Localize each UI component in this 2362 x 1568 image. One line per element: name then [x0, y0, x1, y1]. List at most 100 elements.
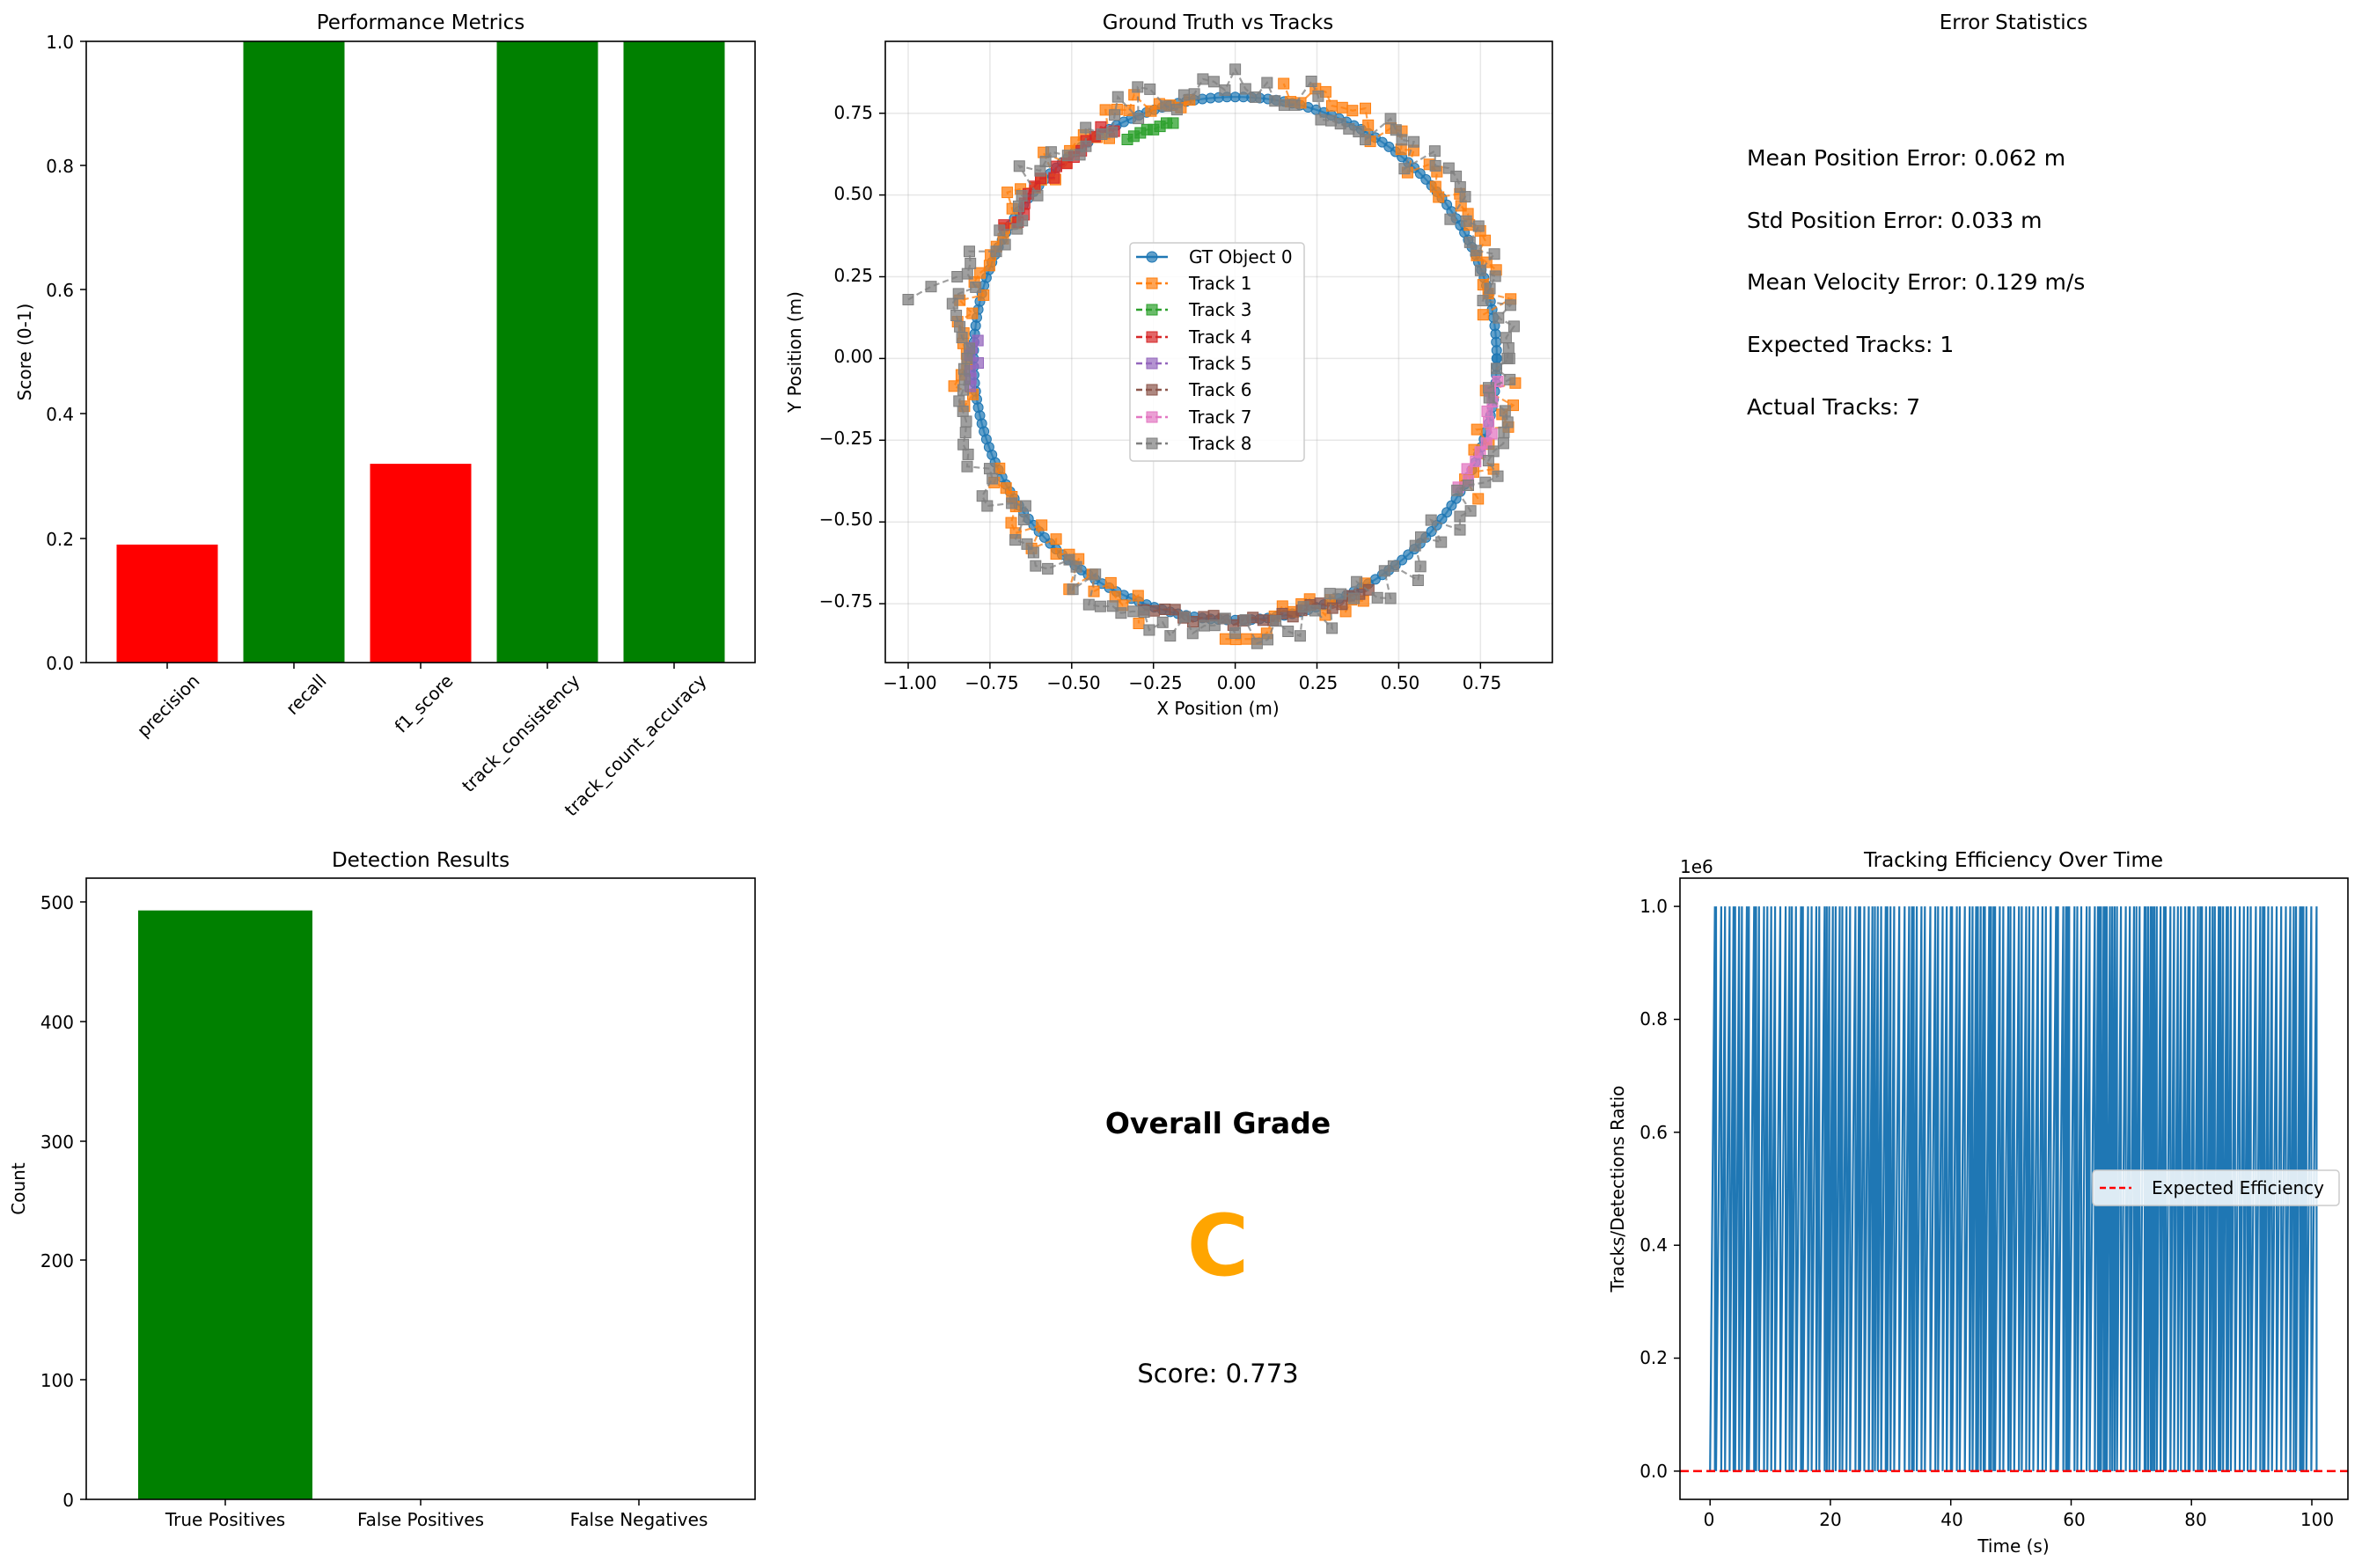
data-point: [951, 271, 964, 282]
data-point: [954, 320, 966, 333]
data-point: [1138, 606, 1150, 618]
data-point: [1326, 99, 1338, 112]
data-point: [987, 473, 999, 485]
data-point: [1483, 382, 1494, 394]
data-point: [1082, 598, 1095, 611]
data-point: [1487, 445, 1500, 458]
data-point: [1488, 248, 1500, 260]
metrics-ylabel: Score (0-1): [14, 304, 35, 401]
data-point: [959, 427, 972, 439]
data-point: [1229, 63, 1242, 76]
data-point: [1429, 159, 1441, 172]
data-point: [1501, 416, 1514, 429]
data-point: [1197, 73, 1209, 85]
detections-ytick-label: 500: [40, 892, 74, 913]
efficiency-ytick-label: 0.6: [1639, 1122, 1668, 1143]
data-point: [1269, 95, 1281, 107]
data-point: [1262, 634, 1273, 646]
data-point: [1461, 463, 1473, 475]
data-point: [1031, 189, 1044, 201]
legend-label: Track 3: [1188, 299, 1251, 320]
data-point: [1148, 604, 1160, 617]
detections-xtick-label: False Positives: [357, 1509, 484, 1530]
tracks-xtick-label: 0.00: [1217, 672, 1257, 693]
data-point: [1444, 213, 1456, 225]
metrics-bar: [116, 544, 218, 663]
tracks-axes-frame: [884, 40, 1553, 663]
error-stat-line: Mean Velocity Error: 0.129 m/s: [1747, 269, 2085, 295]
data-point: [1096, 128, 1108, 140]
data-point: [1483, 416, 1495, 429]
data-point: [957, 405, 969, 417]
data-point: [925, 281, 937, 293]
data-point: [1208, 619, 1221, 632]
efficiency-legend: Expected Efficiency: [2092, 1169, 2340, 1206]
error-stat-line: Expected Tracks: 1: [1747, 332, 1954, 357]
tracks-title: Ground Truth vs Tracks: [1103, 11, 1334, 34]
detections-ytick-label: 300: [40, 1132, 74, 1153]
metrics-ytick-label: 0.6: [46, 280, 74, 301]
data-point: [1485, 428, 1498, 440]
efficiency-series-line: [1709, 906, 2318, 1472]
data-point: [1179, 611, 1192, 623]
data-point: [1335, 588, 1347, 600]
series-track-8: [902, 63, 1520, 649]
data-point: [1094, 600, 1106, 612]
efficiency-offset-label: 1e6: [1680, 856, 1713, 877]
data-point: [1498, 426, 1510, 438]
data-point: [1207, 76, 1220, 88]
data-point: [961, 352, 973, 364]
data-point: [1144, 83, 1156, 95]
data-point: [1360, 102, 1371, 114]
metrics-ytick-label: 0.2: [46, 529, 74, 550]
efficiency-xtick-labels: 0 20 40 60 80 100: [1704, 1509, 2334, 1530]
metrics-ytick-label: 0.4: [46, 404, 74, 425]
efficiency-legend-frame: [2092, 1169, 2340, 1206]
efficiency-series: [1680, 906, 2348, 1473]
data-point: [1500, 332, 1512, 344]
data-point: [1471, 423, 1483, 436]
data-point: [958, 373, 971, 385]
efficiency-xtick-label: 60: [2063, 1509, 2085, 1530]
data-point: [1207, 610, 1220, 622]
data-point: [1451, 484, 1463, 496]
efficiency-xlabel: Time (s): [1977, 1535, 2049, 1557]
data-point: [1089, 568, 1102, 581]
data-point: [1219, 633, 1231, 645]
efficiency-xtick-label: 40: [1940, 1509, 1962, 1530]
data-point: [964, 245, 975, 258]
data-point: [1001, 187, 1014, 199]
data-point: [1132, 590, 1144, 602]
data-point: [1080, 140, 1092, 152]
tracks-ytick-label: 0.50: [833, 183, 873, 204]
errors-title: Error Statistics: [1940, 11, 2088, 34]
data-point: [1477, 295, 1489, 307]
tracks-ytick-label: 0.75: [833, 102, 873, 123]
data-point: [1178, 89, 1190, 101]
data-point: [1492, 470, 1504, 482]
data-point: [962, 448, 974, 460]
data-point: [970, 281, 982, 293]
data-point: [961, 460, 973, 473]
metrics-bar: [370, 464, 472, 663]
legend-entry-track-5: Track 5: [1136, 353, 1251, 374]
data-point: [1011, 223, 1023, 235]
data-point: [1045, 146, 1057, 158]
data-point: [1483, 392, 1495, 404]
data-point: [1384, 592, 1397, 604]
grade-heading: Overall Grade: [1105, 1106, 1331, 1140]
data-point: [1481, 405, 1493, 417]
data-point: [1362, 583, 1375, 596]
metrics-ytick-label: 0.8: [46, 156, 74, 177]
detections-ylabel: Count: [8, 1162, 29, 1215]
detections-panel: Detection Results 0 100 200 300 400 500 …: [8, 849, 756, 1530]
data-point: [1188, 88, 1200, 100]
tracks-ytick-label: 0.00: [833, 346, 873, 367]
data-point: [1371, 591, 1383, 604]
data-point: [956, 332, 968, 344]
data-point: [1145, 105, 1157, 117]
legend-label: Track 5: [1188, 353, 1251, 374]
data-point: [1034, 165, 1046, 177]
data-point: [1507, 320, 1520, 333]
